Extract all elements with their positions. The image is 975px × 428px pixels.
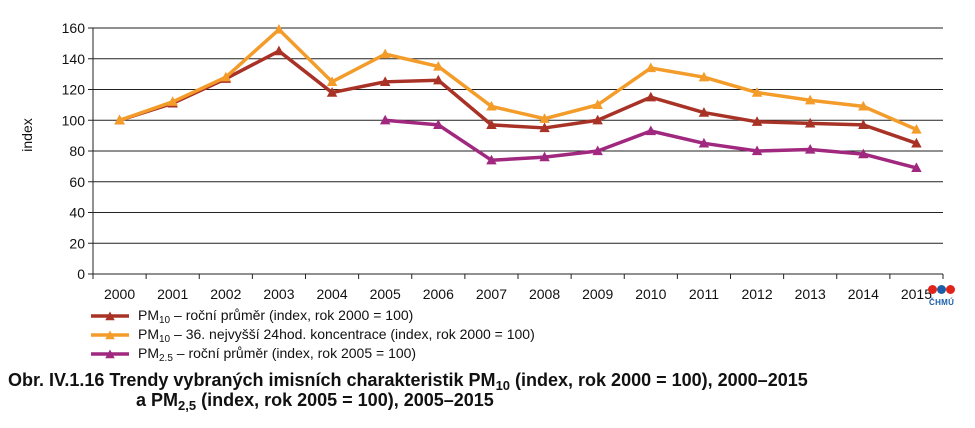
series-lines <box>114 24 922 173</box>
legend-swatch-marker <box>105 311 115 320</box>
x-tick-label: 2003 <box>263 286 294 302</box>
legend-swatch-pm10-36th <box>91 330 129 339</box>
series-marker <box>486 154 497 165</box>
x-tick-label: 2004 <box>316 286 347 302</box>
series-marker <box>433 74 444 85</box>
y-tick-label: 80 <box>69 143 85 159</box>
series-marker <box>698 71 710 82</box>
series-marker <box>645 91 657 102</box>
legend-label-pm10-annual: PM10 – roční průměr (index, rok 2000 = 1… <box>138 307 414 326</box>
logo-dot-1 <box>928 285 937 294</box>
legend-swatch-pm25-annual <box>91 349 129 358</box>
series-marker <box>858 148 869 159</box>
caption-line-1: Obr. IV.1.16 Trendy vybraných imisních c… <box>8 370 808 393</box>
legend-item-pm10-36th: PM10 – 36. nejvyšší 24hod. koncentrace (… <box>90 325 535 345</box>
axes <box>88 27 944 279</box>
legend: PM10 – roční průměr (index, rok 2000 = 1… <box>90 306 535 364</box>
series-marker <box>326 87 338 97</box>
caption-line-2: a PM2,5 (index, rok 2005 = 100), 2005–20… <box>136 390 494 413</box>
series-marker <box>911 137 922 148</box>
y-tick-labels: 0 20 40 60 80 100 120 140 160 <box>62 20 86 282</box>
series-marker <box>486 119 497 129</box>
x-tick-label: 2015 <box>901 286 932 302</box>
series-marker <box>698 137 710 148</box>
series-marker <box>804 117 816 128</box>
series-marker <box>858 100 869 111</box>
series-marker <box>592 145 603 156</box>
y-tick-label: 140 <box>62 51 86 67</box>
logo-dot-3 <box>946 285 955 294</box>
x-tick-label: 2012 <box>741 286 772 302</box>
gridlines <box>93 27 943 244</box>
chmu-logo: ČHMÚ <box>928 285 956 313</box>
legend-item-pm25-annual: PM2.5 – roční průměr (index, rok 2005 = … <box>90 344 535 364</box>
x-tick-label: 2006 <box>423 286 454 302</box>
series-marker <box>911 162 922 173</box>
series-marker <box>114 114 125 125</box>
x-tick-label: 2010 <box>635 286 666 302</box>
series-line-1 <box>118 27 918 132</box>
y-tick-label: 40 <box>69 205 85 221</box>
series-marker <box>645 125 657 136</box>
series-marker <box>433 60 444 71</box>
series-line-0 <box>119 49 918 145</box>
series-marker <box>167 96 178 106</box>
x-tick-label: 2007 <box>476 286 507 302</box>
legend-swatch-marker <box>105 349 115 358</box>
series-1 <box>114 24 922 134</box>
series-marker <box>645 62 657 73</box>
y-axis-label: index <box>19 118 35 151</box>
logo-text: ČHMÚ <box>929 298 955 307</box>
series-marker <box>804 94 816 105</box>
series-marker <box>433 119 444 129</box>
y-tick-label: 160 <box>62 20 86 36</box>
series-marker <box>326 76 338 86</box>
x-tick-label: 2011 <box>689 286 719 302</box>
x-tick-label: 2009 <box>582 286 613 302</box>
series-marker <box>379 114 391 125</box>
series-marker <box>751 87 763 97</box>
x-tick-label: 2014 <box>848 286 879 302</box>
series-marker <box>539 122 550 133</box>
x-tick-label: 2005 <box>370 286 401 302</box>
series-marker <box>486 100 497 111</box>
x-tick-labels: 2000 2001 2002 2003 2004 2005 2006 2007 2008 2009… <box>104 286 932 302</box>
series-marker <box>911 123 922 134</box>
series-marker <box>592 99 603 109</box>
legend-swatch-pm10-annual <box>91 311 129 320</box>
series-marker <box>698 107 710 117</box>
legend-swatch-marker <box>105 330 115 339</box>
series-marker <box>273 45 285 56</box>
logo-dot-2 <box>937 285 946 294</box>
x-tick-label: 2008 <box>529 286 560 302</box>
x-tick-label: 2013 <box>795 286 826 302</box>
figure-caption: Obr. IV.1.16 Trendy vybraných imisních c… <box>8 370 808 413</box>
series-marker <box>379 76 391 86</box>
y-tick-label: 120 <box>62 82 86 98</box>
series-marker <box>751 145 763 156</box>
series-marker <box>539 113 550 123</box>
x-tick-label: 2001 <box>157 286 188 302</box>
series-0 <box>114 45 922 148</box>
legend-label-pm25-annual: PM2.5 – roční průměr (index, rok 2005 = … <box>138 345 417 364</box>
legend-item-pm10-annual: PM10 – roční průměr (index, rok 2000 = 1… <box>90 306 535 326</box>
y-tick-label: 0 <box>77 266 85 282</box>
series-marker <box>273 24 285 34</box>
series-2 <box>379 114 922 173</box>
series-marker <box>804 143 816 154</box>
x-tick-label: 2000 <box>104 286 135 302</box>
series-marker <box>751 116 763 126</box>
series-marker <box>858 119 869 129</box>
series-marker <box>539 151 550 162</box>
y-tick-label: 100 <box>62 112 86 128</box>
y-tick-label: 20 <box>69 235 85 251</box>
y-tick-label: 60 <box>69 174 85 190</box>
legend-label-pm10-36th: PM10 – 36. nejvyšší 24hod. koncentrace (… <box>138 326 535 345</box>
x-tick-label: 2002 <box>210 286 241 302</box>
series-marker <box>592 114 603 125</box>
series-marker <box>379 48 391 59</box>
series-marker <box>220 71 232 82</box>
